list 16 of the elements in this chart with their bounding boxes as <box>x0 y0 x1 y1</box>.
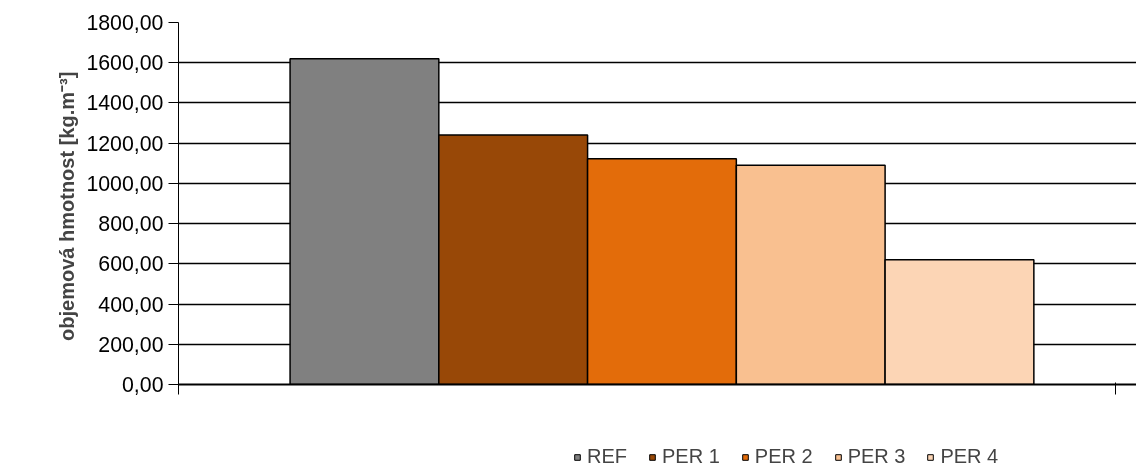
y-tick-label: 1800,00 <box>86 11 164 35</box>
legend-label: PER 3 <box>847 445 906 468</box>
y-tick-label: 1600,00 <box>86 51 164 76</box>
y-tick-label: 600,00 <box>98 252 164 277</box>
y-tick-label: 800,00 <box>98 212 164 237</box>
legend-label: PER 1 <box>662 445 720 468</box>
y-tick-label: 400,00 <box>98 292 164 317</box>
y-tick-label: 1400,00 <box>86 91 164 116</box>
y-tick-label: 1200,00 <box>86 131 164 156</box>
y-axis-title: objemová hmotnost [kg.m⁻³] <box>56 71 79 341</box>
y-tick-label: 0,00 <box>121 373 164 397</box>
legend-label: PER 4 <box>940 445 999 468</box>
legend-label: PER 2 <box>754 445 813 468</box>
y-tick-label: 1000,00 <box>86 171 164 196</box>
y-tick-label: 200,00 <box>98 332 164 357</box>
legend-label: REF <box>587 445 627 468</box>
